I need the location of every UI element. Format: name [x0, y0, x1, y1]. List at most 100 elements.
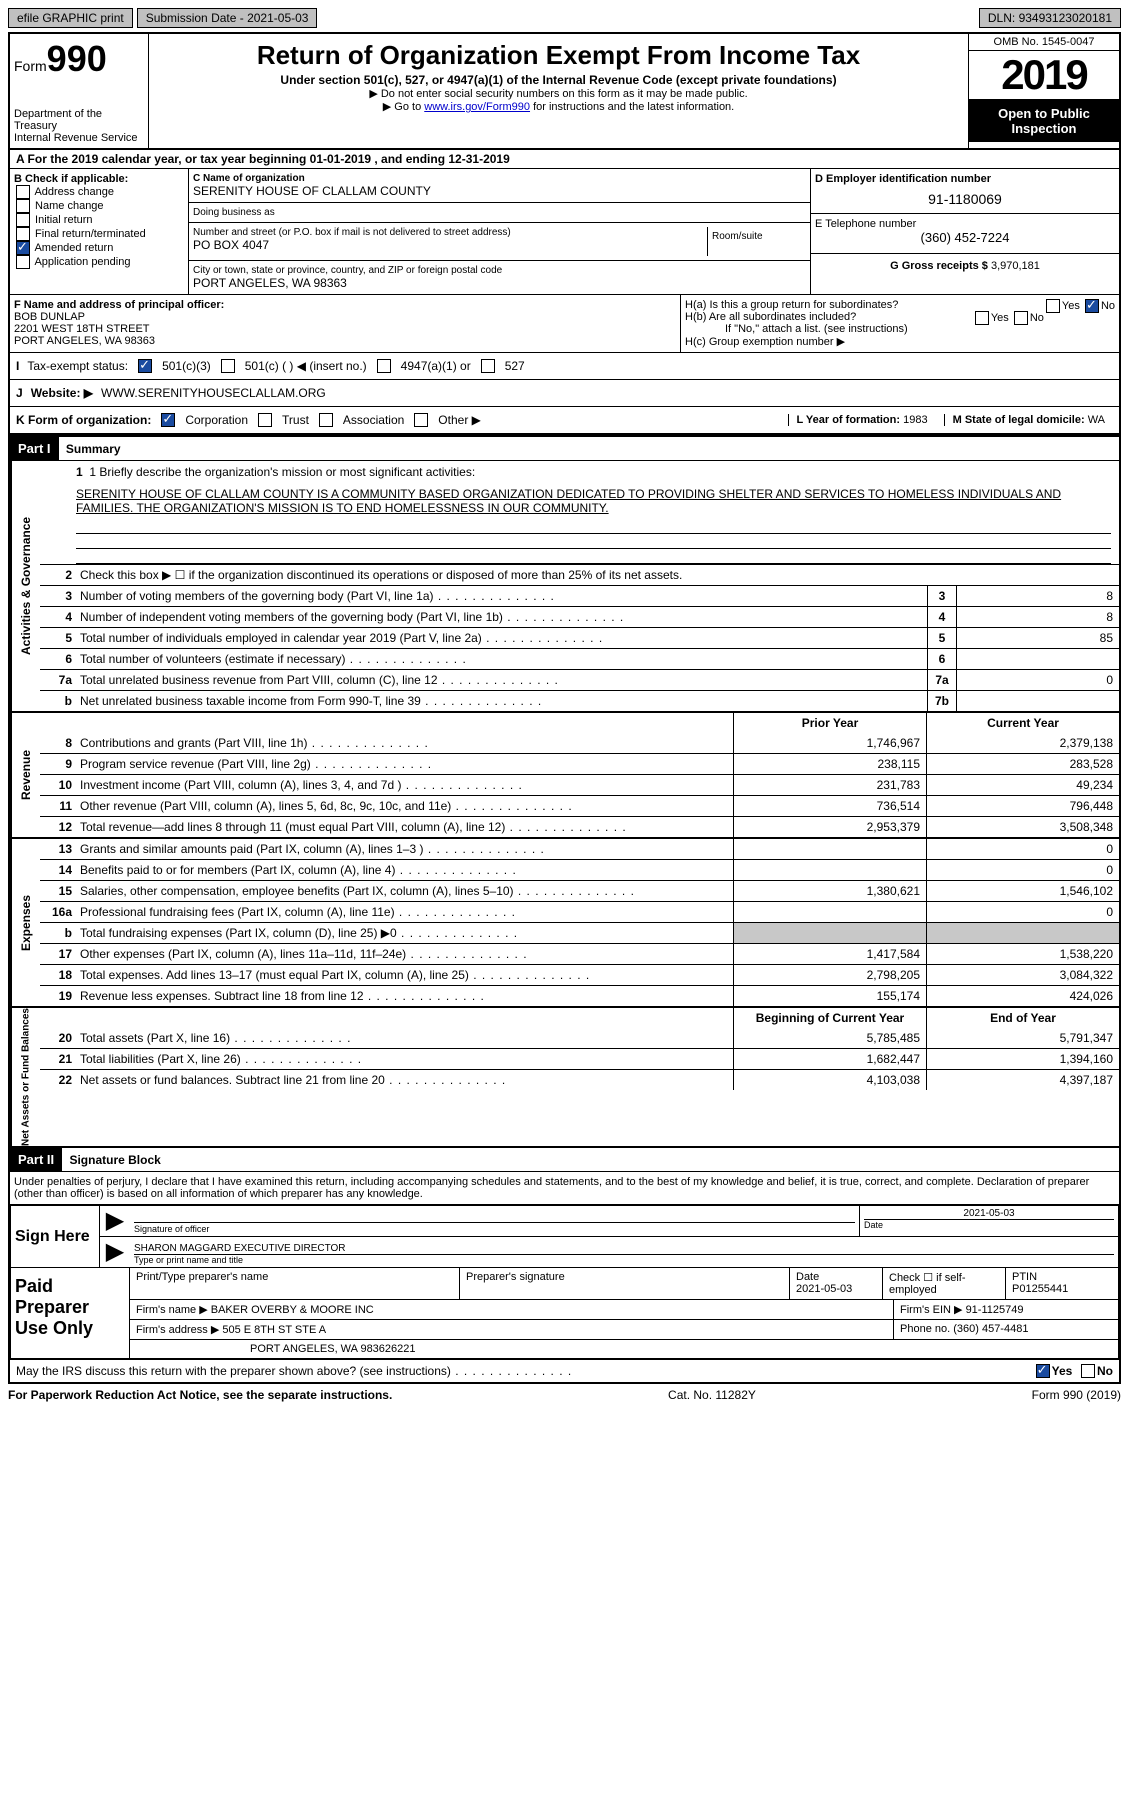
k-other[interactable] — [414, 413, 428, 427]
revenue-block: Revenue Prior YearCurrent Year 8Contribu… — [10, 713, 1119, 839]
org-name: SERENITY HOUSE OF CLALLAM COUNTY — [193, 184, 806, 198]
ts-501c3[interactable] — [138, 359, 152, 373]
room-suite: Room/suite — [708, 227, 806, 256]
ha-yes[interactable] — [1046, 299, 1060, 313]
form-title: Return of Organization Exempt From Incom… — [153, 40, 964, 71]
k-corp[interactable] — [161, 413, 175, 427]
part2-title: Signature Block — [65, 1149, 164, 1171]
header-mid: Return of Organization Exempt From Incom… — [149, 34, 968, 148]
mission-text: SERENITY HOUSE OF CLALLAM COUNTY IS A CO… — [40, 483, 1119, 519]
officer-addr1: 2201 WEST 18TH STREET — [14, 323, 150, 335]
discuss-row: May the IRS discuss this return with the… — [10, 1359, 1119, 1382]
side-net: Net Assets or Fund Balances — [10, 1008, 40, 1146]
ein-label: D Employer identification number — [815, 173, 991, 185]
ts-527[interactable] — [481, 359, 495, 373]
officer-sig-name: SHARON MAGGARD EXECUTIVE DIRECTOR — [134, 1239, 1114, 1254]
box-b-label: B Check if applicable: — [14, 173, 128, 185]
tax-year: 2019 — [969, 51, 1119, 100]
irs-link[interactable]: www.irs.gov/Form990 — [424, 101, 530, 113]
part1-title: Summary — [62, 438, 125, 460]
boxb-check-2[interactable] — [16, 213, 30, 227]
department: Department of the Treasury Internal Reve… — [14, 108, 144, 144]
k-row: K Form of organization: Corporation Trus… — [10, 407, 1119, 435]
box-h: H(a) Is this a group return for subordin… — [681, 295, 1119, 352]
governance-block: Activities & Governance 1 1 Briefly desc… — [10, 461, 1119, 713]
firm-phone: (360) 457-4481 — [953, 1323, 1028, 1335]
part2-num: Part II — [10, 1148, 62, 1171]
part1-num: Part I — [10, 437, 59, 460]
net-block: Net Assets or Fund Balances Beginning of… — [10, 1008, 1119, 1148]
form-word: Form — [14, 58, 47, 74]
line-a: A For the 2019 calendar year, or tax yea… — [10, 150, 1119, 169]
website: WWW.SERENITYHOUSECLALLAM.ORG — [101, 386, 326, 400]
ein: 91-1180069 — [815, 185, 1115, 213]
form-header: Form990 Department of the Treasury Inter… — [10, 34, 1119, 150]
paperwork-notice: For Paperwork Reduction Act Notice, see … — [8, 1388, 392, 1402]
header-right: OMB No. 1545-0047 2019 Open to Public In… — [968, 34, 1119, 148]
entity-section: B Check if applicable: Address change Na… — [10, 169, 1119, 295]
street-cell: Number and street (or P.O. box if mail i… — [189, 223, 810, 261]
box-c-wrapper: C Name of organization SERENITY HOUSE OF… — [189, 169, 1119, 294]
expenses-block: Expenses 13Grants and similar amounts pa… — [10, 839, 1119, 1008]
part2-bar: Part II Signature Block — [10, 1148, 1119, 1172]
firm-ein: 91-1125749 — [966, 1304, 1024, 1316]
note-goto: ▶ Go to www.irs.gov/Form990 for instruct… — [153, 100, 964, 113]
phone-label: E Telephone number — [815, 218, 916, 230]
sign-here: Sign Here — [11, 1206, 100, 1267]
top-bar: efile GRAPHIC print Submission Date - 20… — [8, 8, 1121, 28]
form-ref: Form 990 (2019) — [1032, 1388, 1121, 1402]
cat-no: Cat. No. 11282Y — [668, 1388, 756, 1402]
street: PO BOX 4047 — [193, 238, 703, 252]
ts-501c[interactable] — [221, 359, 235, 373]
k-trust[interactable] — [258, 413, 272, 427]
ts-4947[interactable] — [377, 359, 391, 373]
side-expenses: Expenses — [10, 839, 40, 1006]
f-h-row: F Name and address of principal officer:… — [10, 295, 1119, 353]
boxb-check-1[interactable] — [16, 199, 30, 213]
tax-status-row: I Tax-exempt status: 501(c)(3) 501(c) ( … — [10, 353, 1119, 380]
open-to-public: Open to Public Inspection — [969, 100, 1119, 142]
mission-label: 1 1 Briefly describe the organization's … — [40, 461, 1119, 483]
arrow-icon: ▶ — [100, 1237, 130, 1267]
submission-date: Submission Date - 2021-05-03 — [137, 8, 318, 28]
side-revenue: Revenue — [10, 713, 40, 837]
header-left: Form990 Department of the Treasury Inter… — [10, 34, 149, 148]
hb-yes[interactable] — [975, 311, 989, 325]
city-cell: City or town, state or province, country… — [189, 261, 810, 294]
firm-addr2: PORT ANGELES, WA 983626221 — [130, 1340, 1118, 1358]
side-governance: Activities & Governance — [10, 461, 40, 711]
sign-here-block: Sign Here ▶ Signature of officer 2021-05… — [10, 1204, 1119, 1268]
city: PORT ANGELES, WA 98363 — [193, 276, 806, 290]
phone: (360) 452-7224 — [815, 230, 1115, 245]
discuss-yes[interactable] — [1036, 1364, 1050, 1378]
part1-bar: Part I Summary — [10, 435, 1119, 461]
dba-cell: Doing business as — [189, 203, 810, 223]
gross-receipts: 3,970,181 — [991, 260, 1040, 272]
preparer-block: Paid Preparer Use Only Print/Type prepar… — [10, 1268, 1119, 1359]
discuss-no[interactable] — [1081, 1364, 1095, 1378]
right-info: D Employer identification number 91-1180… — [811, 169, 1119, 294]
boxb-check-0[interactable] — [16, 185, 30, 199]
boxb-check-4[interactable] — [16, 241, 30, 255]
efile-btn[interactable]: efile GRAPHIC print — [8, 8, 133, 28]
dln: DLN: 93493123020181 — [979, 8, 1121, 28]
ha-no[interactable] — [1085, 299, 1099, 313]
k-assoc[interactable] — [319, 413, 333, 427]
page-footer: For Paperwork Reduction Act Notice, see … — [8, 1384, 1121, 1406]
box-f: F Name and address of principal officer:… — [10, 295, 681, 352]
hb-no[interactable] — [1014, 311, 1028, 325]
boxb-check-5[interactable] — [16, 255, 30, 269]
firm-addr: 505 E 8TH ST STE A — [222, 1324, 326, 1336]
website-row: J Website: ▶ WWW.SERENITYHOUSECLALLAM.OR… — [10, 380, 1119, 407]
form-990: Form990 Department of the Treasury Inter… — [8, 32, 1121, 1384]
domicile: WA — [1088, 414, 1105, 426]
firm-name: BAKER OVERBY & MOORE INC — [211, 1304, 374, 1316]
perjury-text: Under penalties of perjury, I declare th… — [10, 1172, 1119, 1204]
form-subtitle: Under section 501(c), 527, or 4947(a)(1)… — [153, 73, 964, 87]
paid-preparer: Paid Preparer Use Only — [11, 1268, 130, 1358]
officer-addr2: PORT ANGELES, WA 98363 — [14, 335, 155, 347]
omb-number: OMB No. 1545-0047 — [969, 34, 1119, 51]
org-name-cell: C Name of organization SERENITY HOUSE OF… — [189, 169, 810, 203]
year-formed: 1983 — [903, 414, 927, 426]
gross-label: G Gross receipts $ — [890, 260, 988, 272]
